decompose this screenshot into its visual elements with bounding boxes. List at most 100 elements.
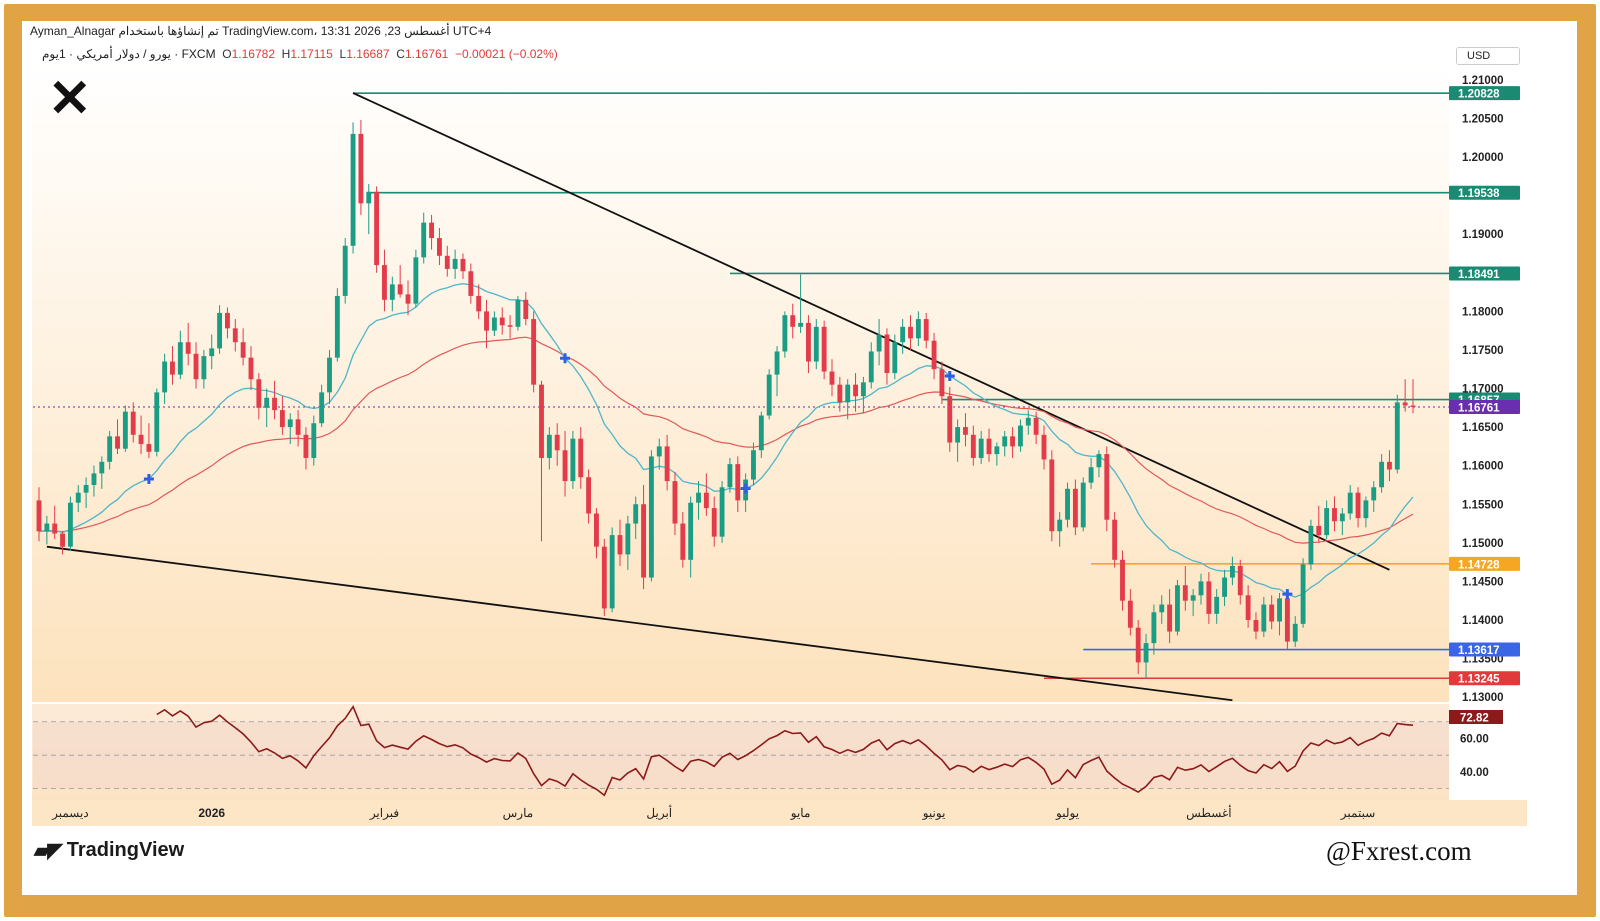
candle-body[interactable] — [170, 361, 175, 375]
candle-body[interactable] — [468, 271, 474, 296]
candle-body[interactable] — [1112, 519, 1118, 560]
candle-body[interactable] — [915, 319, 921, 339]
candle-body[interactable] — [1002, 436, 1008, 447]
candle-body[interactable] — [1261, 604, 1267, 632]
candle-body[interactable] — [1010, 436, 1016, 447]
candle-body[interactable] — [1237, 565, 1243, 596]
candle-body[interactable] — [1088, 467, 1094, 483]
candle-body[interactable] — [735, 464, 741, 501]
candle-body[interactable] — [594, 513, 599, 547]
candle-body[interactable] — [719, 487, 725, 537]
candle-body[interactable] — [845, 384, 851, 403]
candle-body[interactable] — [923, 319, 929, 341]
candle-body[interactable] — [554, 434, 560, 451]
candle-body[interactable] — [609, 535, 615, 609]
candle-body[interactable] — [1277, 598, 1282, 622]
candle-body[interactable] — [1339, 513, 1345, 522]
candle-body[interactable] — [1135, 627, 1141, 663]
candle-body[interactable] — [413, 257, 419, 304]
candle-body[interactable] — [703, 492, 709, 509]
candle-body[interactable] — [476, 295, 482, 312]
candle-body[interactable] — [1316, 525, 1322, 536]
candle-body[interactable] — [342, 245, 348, 296]
candle-body[interactable] — [405, 294, 411, 304]
candle-body[interactable] — [664, 446, 670, 482]
candle-body[interactable] — [978, 438, 984, 458]
candle-body[interactable] — [1355, 492, 1361, 519]
candle-body[interactable] — [83, 484, 89, 493]
candle-body[interactable] — [672, 481, 678, 524]
candle-body[interactable] — [444, 255, 450, 269]
candle-body[interactable] — [295, 419, 301, 435]
candle-body[interactable] — [1175, 585, 1180, 632]
candle-body[interactable] — [154, 392, 160, 452]
candle-body[interactable] — [892, 342, 898, 374]
candle-body[interactable] — [225, 312, 230, 329]
candle-body[interactable] — [860, 382, 866, 397]
candle-body[interactable] — [177, 342, 183, 375]
candle-body[interactable] — [586, 477, 592, 514]
candle-body[interactable] — [562, 450, 568, 482]
candle-body[interactable] — [240, 342, 246, 358]
candle-body[interactable] — [1120, 559, 1125, 601]
candle-body[interactable] — [1072, 488, 1078, 528]
candle-body[interactable] — [499, 317, 505, 326]
candle-body[interactable] — [601, 546, 607, 609]
candle-body[interactable] — [790, 315, 796, 327]
candle-body[interactable] — [1222, 577, 1227, 597]
candle-body[interactable] — [876, 334, 882, 352]
candle-body[interactable] — [264, 397, 270, 408]
candle-body[interactable] — [374, 191, 380, 266]
candle-body[interactable] — [319, 392, 325, 424]
candle-body[interactable] — [382, 265, 387, 300]
candle-body[interactable] — [884, 334, 890, 374]
candle-body[interactable] — [193, 353, 199, 380]
candle-body[interactable] — [397, 284, 403, 295]
candle-body[interactable] — [217, 312, 223, 349]
candle-body[interactable] — [91, 473, 97, 485]
candle-body[interactable] — [1182, 585, 1188, 601]
candle-body[interactable] — [868, 351, 874, 383]
currency-selector[interactable]: USD — [1456, 47, 1520, 65]
candle-body[interactable] — [460, 258, 466, 272]
candle-body[interactable] — [994, 446, 1000, 455]
candle-body[interactable] — [1387, 461, 1392, 470]
candle-body[interactable] — [1324, 508, 1330, 536]
candle-body[interactable] — [813, 326, 819, 362]
candle-body[interactable] — [1167, 604, 1173, 632]
candle-body[interactable] — [648, 456, 654, 578]
candle-body[interactable] — [1214, 596, 1220, 614]
candle-body[interactable] — [279, 410, 285, 428]
candle-body[interactable] — [429, 222, 435, 239]
candle-body[interactable] — [1332, 508, 1337, 522]
candle-body[interactable] — [248, 357, 254, 380]
candle-body[interactable] — [1190, 595, 1196, 601]
candle-body[interactable] — [578, 438, 584, 478]
candle-body[interactable] — [1127, 600, 1133, 628]
candle-body[interactable] — [350, 133, 356, 246]
candle-body[interactable] — [782, 315, 788, 352]
candle-body[interactable] — [44, 523, 50, 532]
candle-body[interactable] — [272, 397, 277, 411]
candle-body[interactable] — [122, 411, 128, 449]
candle-body[interactable] — [758, 415, 764, 451]
candle-body[interactable] — [1363, 500, 1369, 519]
candle-body[interactable] — [970, 434, 976, 458]
candle-body[interactable] — [1379, 461, 1385, 488]
candle-body[interactable] — [130, 411, 136, 435]
candle-body[interactable] — [1033, 417, 1039, 435]
candle-body[interactable] — [986, 438, 992, 455]
candle-body[interactable] — [99, 461, 105, 474]
candle-body[interactable] — [1080, 482, 1086, 528]
candle-body[interactable] — [287, 419, 293, 428]
candle-body[interactable] — [138, 434, 144, 445]
candle-body[interactable] — [633, 504, 639, 524]
candle-body[interactable] — [1206, 581, 1212, 614]
candle-body[interactable] — [327, 357, 332, 393]
candle-body[interactable] — [751, 450, 756, 480]
candle-body[interactable] — [303, 434, 309, 458]
candle-body[interactable] — [201, 356, 207, 380]
candle-body[interactable] — [656, 446, 662, 457]
candle-body[interactable] — [1229, 565, 1235, 578]
candle-body[interactable] — [711, 508, 717, 537]
